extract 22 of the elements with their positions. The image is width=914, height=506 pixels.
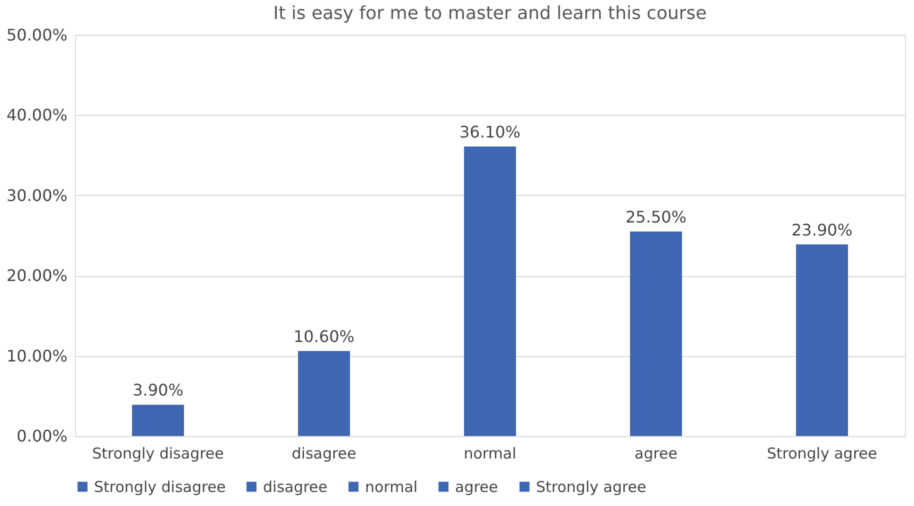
data-label: 3.90% xyxy=(132,380,184,400)
y-tick-label: 10.00% xyxy=(6,346,68,366)
data-label: 36.10% xyxy=(459,122,521,142)
y-tick-label: 20.00% xyxy=(6,266,68,286)
legend-label: normal xyxy=(365,478,418,496)
x-tick-label: agree xyxy=(634,444,678,462)
y-tick-label: 40.00% xyxy=(6,106,68,125)
x-tick-label: normal xyxy=(464,444,516,462)
data-label: 25.50% xyxy=(625,207,687,226)
y-tick-label: 30.00% xyxy=(6,186,68,205)
x-tick-label: Strongly disagree xyxy=(92,444,224,462)
data-label: 10.60% xyxy=(293,326,355,346)
legend-label: Strongly disagree xyxy=(94,478,226,496)
y-tick-label: 50.00% xyxy=(6,26,68,44)
legend-label: agree xyxy=(455,478,498,496)
legend-label: Strongly agree xyxy=(536,478,646,496)
x-tick-label: disagree xyxy=(292,444,356,462)
legend-label: disagree xyxy=(263,478,328,496)
x-tick-label: Strongly agree xyxy=(766,444,878,462)
data-label: 23.90% xyxy=(791,220,853,240)
chart-title: It is easy for me to master and learn this course xyxy=(273,3,707,24)
y-tick-label: 0.00% xyxy=(16,426,68,446)
